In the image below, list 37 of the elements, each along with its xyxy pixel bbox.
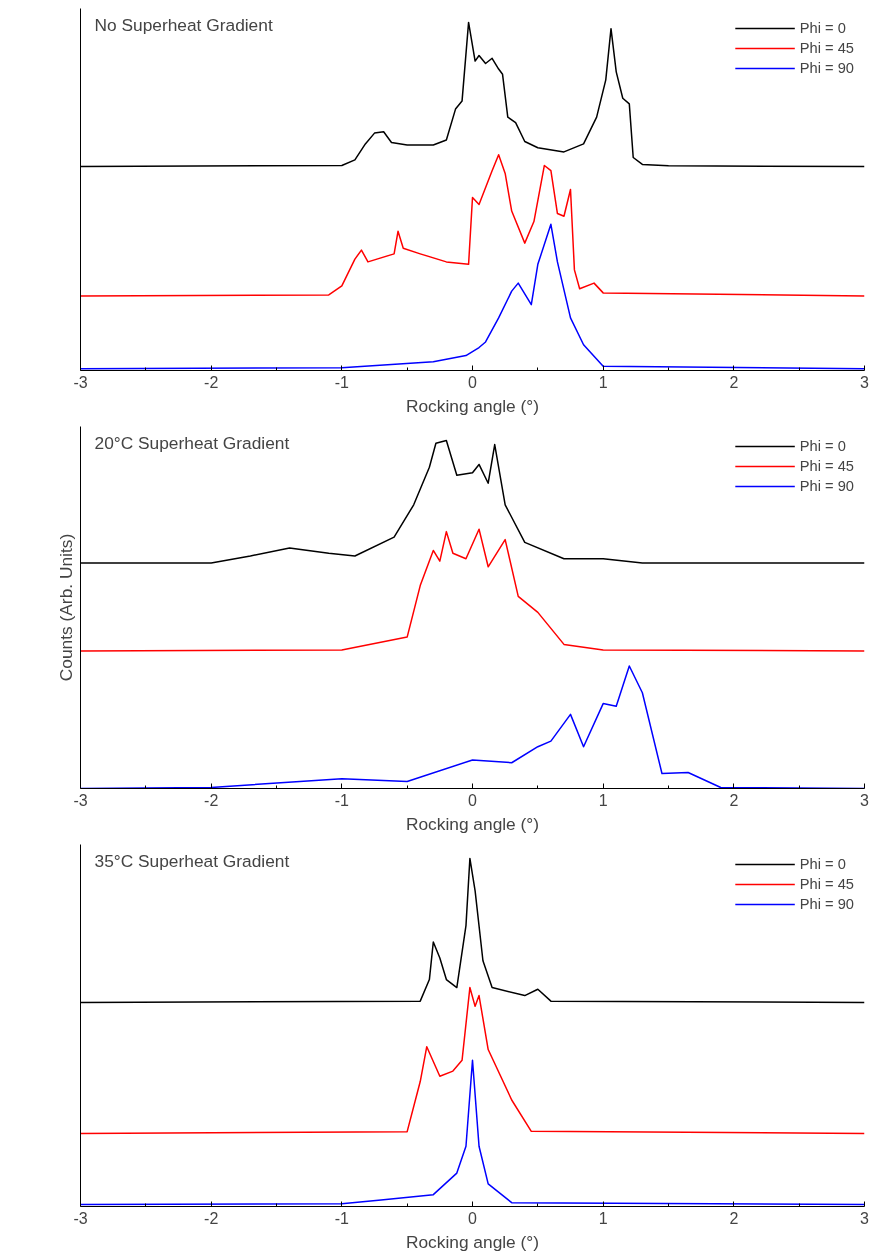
x-tick-label: -3 bbox=[73, 373, 88, 391]
x-tick-label: 2 bbox=[729, 373, 739, 391]
x-tick-label: -3 bbox=[73, 791, 88, 809]
legend-label: Phi = 90 bbox=[799, 478, 854, 494]
y-axis-title: Counts (Arb. Units) bbox=[55, 533, 76, 682]
legend-label: Phi = 45 bbox=[799, 458, 854, 474]
x-tick-label: 0 bbox=[468, 1209, 478, 1227]
legend-label: Phi = 90 bbox=[799, 60, 854, 76]
legend-label: Phi = 0 bbox=[799, 856, 846, 872]
x-tick-label: 1 bbox=[598, 791, 608, 809]
x-tick-label: 0 bbox=[468, 373, 478, 391]
x-tick-label: -2 bbox=[204, 373, 219, 391]
legend-label: Phi = 0 bbox=[799, 20, 846, 36]
x-axis-title: Rocking angle (°) bbox=[405, 1231, 540, 1252]
chart-title: 20°C Superheat Gradient bbox=[94, 432, 290, 453]
legend-label: Phi = 45 bbox=[799, 876, 854, 892]
x-axis-title: Rocking angle (°) bbox=[405, 813, 540, 834]
x-tick-label: 3 bbox=[860, 373, 870, 391]
x-tick-label: 0 bbox=[468, 791, 478, 809]
x-tick-label: -1 bbox=[334, 1209, 350, 1227]
x-tick-label: 2 bbox=[729, 1209, 739, 1227]
x-tick-label: -2 bbox=[204, 1209, 219, 1227]
x-tick-label: -2 bbox=[204, 791, 219, 809]
legend-label: Phi = 90 bbox=[799, 896, 854, 912]
chart-title: No Superheat Gradient bbox=[94, 14, 273, 35]
x-tick-label: -1 bbox=[334, 791, 350, 809]
x-tick-label: -3 bbox=[73, 1209, 88, 1227]
chart-title: 35°C Superheat Gradient bbox=[94, 850, 290, 871]
x-tick-label: -1 bbox=[334, 373, 350, 391]
x-tick-label: 3 bbox=[860, 1209, 870, 1227]
x-tick-label: 3 bbox=[860, 791, 870, 809]
x-axis-title: Rocking angle (°) bbox=[405, 395, 540, 416]
legend-label: Phi = 0 bbox=[799, 438, 846, 454]
x-tick-label: 2 bbox=[729, 791, 739, 809]
legend-label: Phi = 45 bbox=[799, 40, 854, 56]
x-tick-label: 1 bbox=[598, 1209, 608, 1227]
x-tick-label: 1 bbox=[598, 373, 608, 391]
